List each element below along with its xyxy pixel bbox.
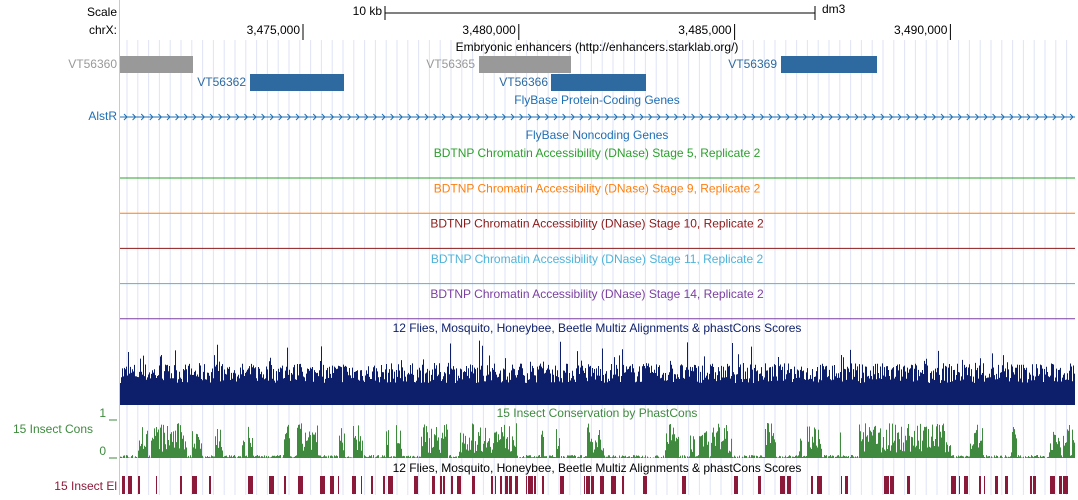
feature-label[interactable]: VT56360 — [68, 57, 117, 71]
track-title: BDTNP Chromatin Accessibility (DNase) St… — [434, 146, 761, 160]
track-title: BDTNP Chromatin Accessibility (DNase) St… — [431, 252, 764, 266]
track-title: Embryonic enhancers (http://enhancers.st… — [456, 40, 739, 54]
chrom-label: chrX: — [89, 23, 117, 37]
track-title: FlyBase Noncoding Genes — [526, 128, 669, 142]
ruler-label: 3,490,000 — [894, 23, 948, 37]
gene-label[interactable]: AlstR — [88, 109, 117, 123]
feature-label[interactable]: VT56365 — [426, 57, 475, 71]
axis — [109, 419, 117, 459]
feature[interactable] — [551, 74, 646, 91]
ruler-label: 3,475,000 — [247, 23, 301, 37]
gene-model[interactable] — [120, 113, 1075, 121]
scale-bar-label: 10 kb — [353, 4, 383, 18]
track-label: 15 Insect El — [54, 479, 117, 493]
track-title: FlyBase Protein-Coding Genes — [514, 93, 679, 107]
axis-label: 0 — [99, 444, 106, 458]
scale-bar — [384, 6, 816, 20]
scale-label: Scale — [87, 5, 117, 19]
feature[interactable] — [120, 56, 193, 73]
ruler-label: 3,485,000 — [678, 23, 732, 37]
feature[interactable] — [781, 56, 877, 73]
axis-label: 1 — [99, 406, 106, 420]
track-title: BDTNP Chromatin Accessibility (DNase) St… — [430, 287, 764, 301]
track-title: 12 Flies, Mosquito, Honeybee, Beetle Mul… — [393, 321, 802, 335]
track-title: BDTNP Chromatin Accessibility (DNase) St… — [430, 217, 764, 231]
feature[interactable] — [250, 74, 344, 91]
ruler-label: 3,480,000 — [462, 23, 516, 37]
assembly: dm3 — [822, 2, 846, 16]
track-label: 15 Insect Cons — [13, 422, 93, 436]
track-title: 12 Flies, Mosquito, Honeybee, Beetle Mul… — [393, 461, 802, 475]
feature-label[interactable]: VT56366 — [499, 75, 548, 89]
signal — [120, 340, 1075, 405]
track-title: 15 Insect Conservation by PhastCons — [497, 406, 698, 420]
track-title: BDTNP Chromatin Accessibility (DNase) St… — [434, 181, 761, 195]
feature[interactable] — [479, 56, 571, 73]
signal — [120, 423, 1075, 458]
feature-label[interactable]: VT56362 — [197, 75, 246, 89]
feature-label[interactable]: VT56369 — [728, 57, 777, 71]
